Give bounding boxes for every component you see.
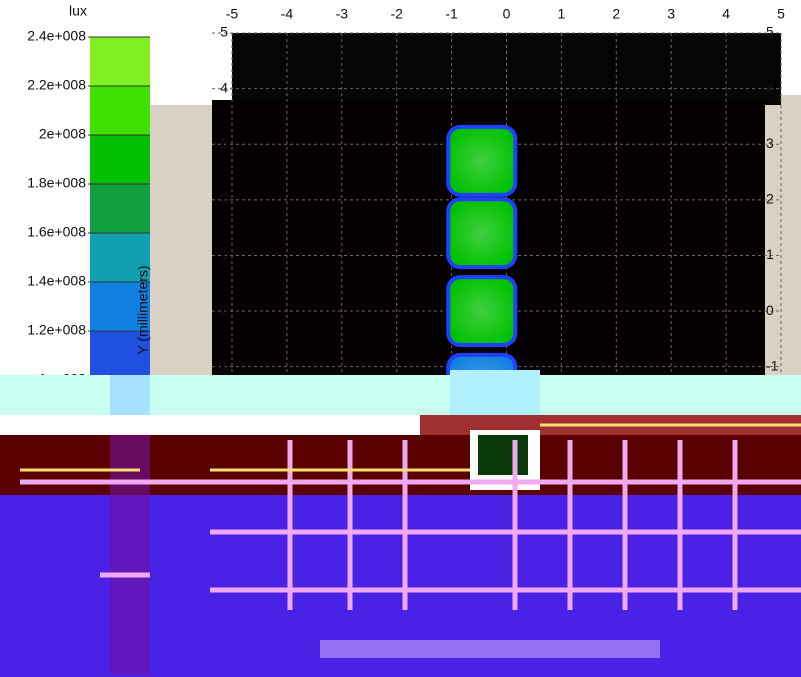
y-tick-label-right: 2 <box>766 191 774 207</box>
light-spot-glow <box>450 201 514 266</box>
colorbar-band <box>90 37 150 86</box>
colorbar-band <box>90 184 150 233</box>
colorbar-label: 1.4e+008 <box>27 273 86 289</box>
colorbar-band <box>90 282 150 331</box>
x-tick-label: -5 <box>226 6 239 22</box>
y-tick-label-right: 4 <box>766 79 774 95</box>
x-tick-label: -4 <box>281 6 294 22</box>
x-tick-label: 5 <box>777 6 785 22</box>
colorbar-label: 1.6e+008 <box>27 224 86 240</box>
colorbar-label: 2e+008 <box>39 126 86 142</box>
x-tick-label: 1 <box>558 6 566 22</box>
colorbar-title: lux <box>69 3 87 19</box>
corrupt-band <box>450 370 540 415</box>
corrupt-lines <box>20 440 801 610</box>
colorbar-band <box>90 331 150 380</box>
x-tick-label: 0 <box>503 6 511 22</box>
y-axis-label: Y (millimeters) <box>135 265 151 354</box>
y-tick-label: 2 <box>220 191 228 207</box>
y-tick-label: 4 <box>220 79 228 95</box>
colorbar-label: 1.2e+008 <box>27 322 86 338</box>
y-tick-label: 3 <box>220 135 228 151</box>
colorbar-band <box>90 86 150 135</box>
corrupt-band <box>110 375 150 415</box>
corrupt-band <box>320 640 660 658</box>
colorbar-label: 1.8e+008 <box>27 175 86 191</box>
y-tick-label-right: 1 <box>766 246 774 262</box>
corrupt-band <box>478 435 528 475</box>
x-tick-label: -1 <box>445 6 458 22</box>
colorbar-band <box>90 135 150 184</box>
colorbar-label: 2.2e+008 <box>27 77 86 93</box>
x-tick-label: 3 <box>667 6 675 22</box>
y-tick-label-right: 3 <box>766 135 774 151</box>
y-tick-label-right: 5 <box>766 24 774 40</box>
y-tick-label: 0 <box>220 302 228 318</box>
y-tick-label-right: -1 <box>766 357 779 373</box>
light-spot-glow <box>450 128 514 193</box>
x-tick-label: -2 <box>390 6 403 22</box>
x-tick-label: 2 <box>612 6 620 22</box>
y-tick-label: -1 <box>216 357 229 373</box>
y-tick-label-right: 0 <box>766 302 774 318</box>
corrupt-lines <box>20 423 801 472</box>
corrupt-band <box>110 435 150 675</box>
colorbar-band <box>90 233 150 282</box>
colorbar-label: 2.4e+008 <box>27 28 86 44</box>
y-tick-label: 5 <box>220 24 228 40</box>
x-tick-label: -3 <box>336 6 349 22</box>
side-panel <box>765 95 801 375</box>
x-tick-label: 4 <box>722 6 730 22</box>
y-tick-label: 1 <box>220 246 228 262</box>
light-spot-glow <box>450 279 514 344</box>
